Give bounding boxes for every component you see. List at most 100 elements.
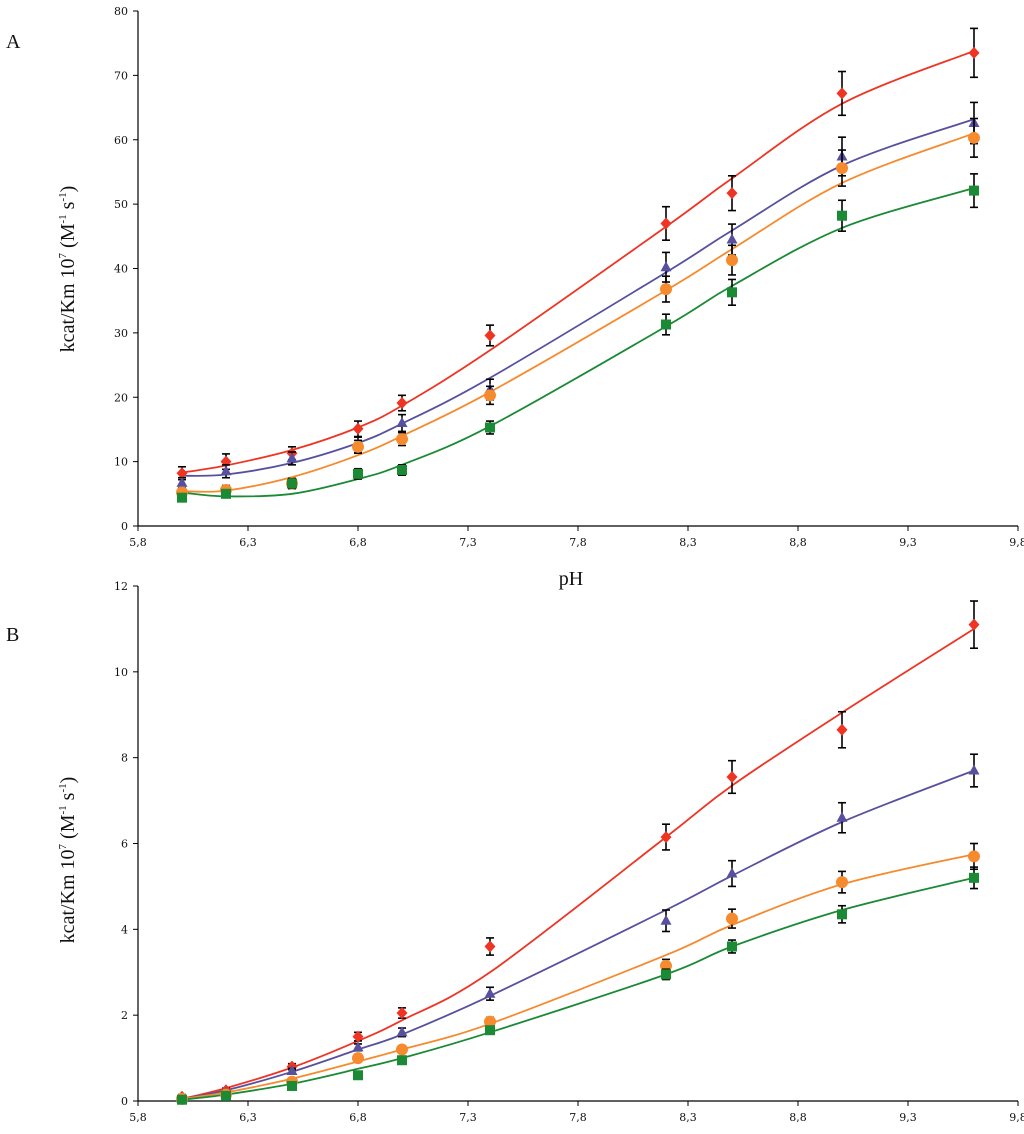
panel-b-point-red-diamond: [352, 1030, 364, 1043]
panel-b-point-red-diamond: [836, 723, 848, 736]
panel-a-y-tick-label: 30: [114, 327, 128, 340]
panel-b-data-marks: [176, 600, 980, 1105]
panel-a-point-purple-triangle: [396, 417, 408, 427]
panel-a-x-tick-label: 5,8: [129, 536, 147, 549]
panel-b-point-green-square: [661, 969, 671, 980]
panel-a-point-green-square: [969, 185, 979, 196]
panel-a-x-axis-title: pH: [559, 568, 583, 590]
panel-a-fit-orange-circle: [181, 132, 975, 493]
panel-b-point-red-diamond: [396, 1007, 408, 1020]
panel-a-point-red-diamond: [726, 187, 738, 200]
panel-a-y-tick-label: 70: [114, 69, 128, 82]
panel-a-x-tick-label: 6,8: [349, 536, 367, 549]
panel-a-ylabel-mid: s: [57, 201, 79, 214]
panel-a-point-orange-circle: [484, 389, 496, 402]
panel-a-x-tick-label: 8,8: [789, 536, 807, 549]
panel-a-letter: A: [6, 31, 21, 53]
panel-b-fit-purple-triangle: [181, 769, 975, 1100]
panel-a-point-purple-triangle: [286, 452, 298, 463]
panel-b-x-tick-label: 6,3: [239, 1111, 257, 1124]
panel-a-point-red-diamond: [968, 46, 980, 59]
panel-b-point-purple-triangle: [286, 1064, 298, 1075]
panel-b-x-tick-label: 6,8: [349, 1111, 367, 1124]
panel-a: A 0 10 20 30 40 50 60 70 80 5,8 6,3 6,8 7,3 7,8 8,3 8,…: [6, 5, 1024, 590]
panel-b-point-purple-triangle: [484, 987, 496, 998]
panel-a-ylabel-open: (M: [57, 223, 79, 253]
panel-a-point-orange-circle: [968, 131, 980, 144]
panel-a-point-orange-circle: [396, 433, 408, 446]
panel-b-y-tick-label: 2: [121, 1009, 128, 1022]
panel-b-fit-curves: [181, 628, 975, 1101]
panel-b-fit-red-diamond: [181, 628, 975, 1100]
panel-a-point-green-square: [287, 478, 297, 489]
panel-b-point-green-square: [397, 1055, 407, 1066]
panel-a-y-tick-label: 0: [121, 520, 128, 533]
panel-b-ylabel-close: ): [57, 777, 79, 784]
panel-a-x-tick-label: 9,8: [1009, 536, 1024, 549]
panel-b-fit-orange-circle: [181, 853, 975, 1100]
panel-b-y-tick-label: 0: [121, 1095, 128, 1108]
panel-b-point-purple-triangle: [396, 1026, 408, 1037]
panel-b-point-purple-triangle: [968, 764, 980, 775]
panel-b-point-green-square: [353, 1070, 363, 1081]
panel-a-point-red-diamond: [396, 397, 408, 410]
panel-b-point-red-diamond: [484, 940, 496, 953]
panel-b-y-tick-label: 4: [121, 923, 128, 936]
panel-b-y-tick-label: 10: [114, 666, 128, 679]
panel-b-ylabel-main: kcat/Km 10: [57, 849, 79, 943]
panel-b-x-tick-label: 8,3: [679, 1111, 697, 1124]
panel-a-point-green-square: [837, 210, 847, 221]
panel-a-ylabel-exp2: -1: [57, 192, 69, 201]
panel-a-y-axis-title: kcat/Km 107 (M-1 s-1): [57, 186, 79, 353]
panel-a-fit-curves: [181, 50, 975, 498]
panel-a-point-orange-circle: [352, 440, 364, 453]
panel-b-point-red-diamond: [968, 618, 980, 631]
panel-a-point-green-square: [221, 488, 231, 499]
panel-a-fit-red-diamond: [181, 50, 975, 474]
panel-b-point-orange-circle: [836, 876, 848, 889]
panel-a-point-green-square: [485, 422, 495, 433]
panel-b-point-red-diamond: [726, 770, 738, 783]
panel-a-x-tick-label: 9,3: [899, 536, 917, 549]
panel-b-x-ticks: 5,8 6,3 6,8 7,3 7,8 8,3 8,8 9,3 9,8: [129, 1101, 1024, 1124]
panel-a-y-tick-label: 10: [114, 456, 128, 469]
panel-a-ylabel-exp1: -1: [57, 214, 69, 223]
panel-a-data-marks: [176, 27, 980, 503]
panel-b-point-purple-triangle: [726, 867, 738, 878]
panel-a-ylabel-close: ): [57, 186, 79, 193]
panel-a-point-red-diamond: [352, 422, 364, 435]
panel-b-x-tick-label: 7,8: [569, 1111, 587, 1124]
panel-b-y-ticks: 0 2 4 6 8 10 12: [114, 580, 138, 1108]
panel-a-point-orange-circle: [660, 283, 672, 296]
panel-a-y-tick-label: 40: [114, 263, 128, 276]
panel-b-point-green-square: [727, 941, 737, 952]
panel-a-ylabel-exp: 7: [57, 252, 69, 258]
panel-a-x-ticks: 5,8 6,3 6,8 7,3 7,8 8,3 8,8 9,3 9,8: [129, 526, 1024, 549]
panel-b-point-green-square: [177, 1094, 187, 1105]
panel-b-point-orange-circle: [352, 1052, 364, 1065]
panel-b-x-tick-label: 8,8: [789, 1111, 807, 1124]
panel-a-y-ticks: 0 10 20 30 40 50 60 70 80: [114, 5, 138, 533]
panel-a-point-red-diamond: [660, 217, 672, 230]
panel-a-point-green-square: [727, 287, 737, 298]
panel-b-point-green-square: [221, 1090, 231, 1101]
panel-b-y-tick-label: 6: [121, 838, 128, 851]
panel-b-point-orange-circle: [968, 850, 980, 863]
panel-a-fit-purple-triangle: [181, 118, 975, 477]
panel-b-point-orange-circle: [726, 912, 738, 925]
panel-b-point-green-square: [485, 1025, 495, 1036]
panel-b-x-tick-label: 7,3: [459, 1111, 477, 1124]
panel-a-ylabel-main: kcat/Km 10: [57, 258, 79, 352]
panel-b-ylabel-exp: 7: [57, 843, 69, 849]
panel-a-point-green-square: [177, 492, 187, 503]
panel-b-point-purple-triangle: [352, 1041, 364, 1052]
panel-a-point-green-square: [353, 468, 363, 479]
panel-a-point-red-diamond: [484, 329, 496, 342]
panel-b-ylabel-mid: s: [57, 792, 79, 805]
panel-b-point-green-square: [969, 872, 979, 883]
panel-a-point-purple-triangle: [660, 261, 672, 272]
panel-b-y-tick-label: 8: [121, 752, 128, 765]
panel-a-y-tick-label: 80: [114, 5, 128, 18]
